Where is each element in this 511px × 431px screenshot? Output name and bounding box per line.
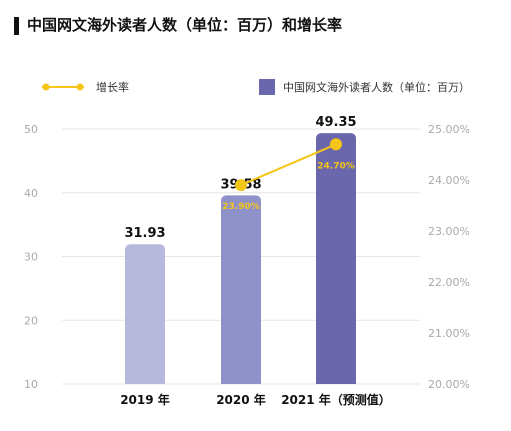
left-axis-tick-label: 50: [24, 123, 38, 136]
legend-line-marker: [42, 83, 50, 91]
left-axis-tick-label: 10: [24, 378, 38, 391]
legend-line-marker: [76, 83, 84, 91]
legend-label-growth: 增长率: [96, 80, 129, 94]
bar-value-label: 49.35: [315, 115, 356, 130]
right-axis-tick-label: 22.00%: [428, 276, 470, 289]
left-axis-tick-label: 40: [24, 187, 38, 200]
growth-point: [330, 138, 342, 151]
bar: [125, 244, 165, 384]
right-axis-tick-label: 25.00%: [428, 123, 470, 136]
right-axis-tick-label: 21.00%: [428, 327, 470, 340]
bar: [221, 195, 261, 384]
right-axis-tick-label: 20.00%: [428, 378, 470, 391]
x-axis-tick-label: 2021 年（预测值）: [281, 392, 391, 407]
growth-line: [240, 143, 337, 187]
growth-point-label: 23.90%: [222, 202, 260, 212]
right-axis-tick-label: 23.00%: [428, 225, 470, 238]
left-axis-tick-label: 30: [24, 251, 38, 264]
growth-point: [235, 179, 247, 192]
chart-title: 中国网文海外读者人数（单位：百万）和增长率: [27, 16, 343, 34]
left-axis-tick-label: 20: [24, 314, 38, 327]
growth-point-label: 24.70%: [317, 161, 355, 171]
bar-value-label: 31.93: [124, 226, 165, 241]
x-axis-tick-label: 2020 年: [216, 392, 266, 407]
bar: [316, 133, 356, 384]
x-axis-tick-label: 2019 年: [120, 392, 170, 407]
legend-label-readers: 中国网文海外读者人数（单位：百万）: [283, 80, 470, 94]
legend-bar-swatch: [259, 79, 275, 95]
title-accent-bar: [14, 17, 19, 35]
right-axis-tick-label: 24.00%: [428, 174, 470, 187]
